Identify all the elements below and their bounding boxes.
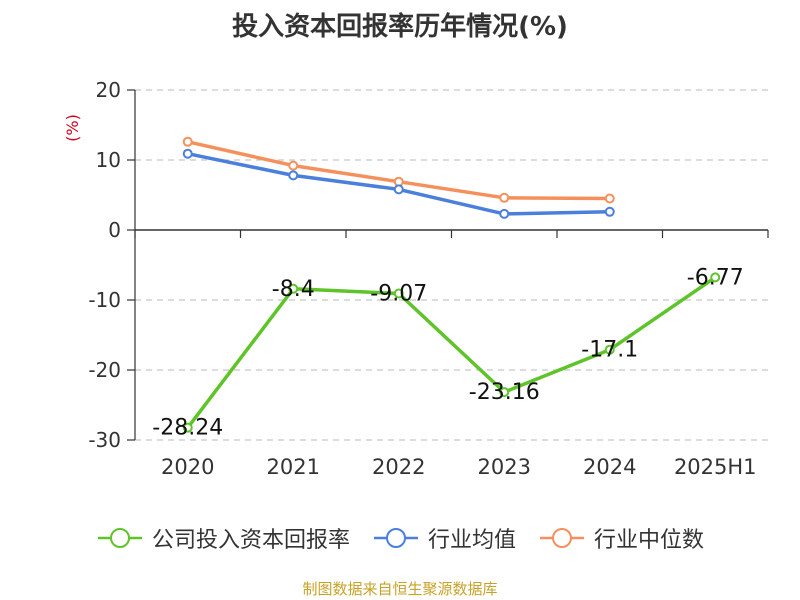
data-point	[182, 148, 193, 159]
x-tick-label: 2020	[161, 455, 214, 479]
series-lines	[182, 136, 721, 433]
source-note: 制图数据来自恒生聚源数据库	[302, 580, 498, 598]
data-point	[288, 283, 299, 294]
data-point	[604, 193, 615, 204]
data-point	[393, 288, 404, 299]
data-label: -6.77	[687, 265, 744, 290]
legend-item[interactable]: 行业中位数	[538, 522, 704, 554]
legend-label: 行业中位数	[594, 528, 705, 553]
y-tick-label: 10	[96, 148, 121, 172]
data-point	[499, 208, 510, 219]
x-tick-label: 2022	[372, 455, 425, 479]
data-point	[710, 272, 721, 283]
data-labels: -28.24 -8.4 -9.07 -23.16 -17.1 -6.77	[152, 265, 743, 440]
series-line	[186, 275, 717, 429]
legend-swatch	[540, 528, 584, 548]
data-point	[499, 192, 510, 203]
data-point	[182, 136, 193, 147]
data-point	[604, 206, 615, 217]
data-point	[499, 387, 510, 398]
data-point	[393, 184, 404, 195]
line-chart: 20 10 0 -10 -20 -30 2020 2021 2022 2023 2024 2025H1…	[63, 78, 769, 479]
axes: 20 10 0 -10 -20 -30 2020 2021 2022 2023 2024 2025H1…	[63, 78, 769, 479]
y-tick-label: -20	[88, 358, 121, 382]
data-point	[288, 160, 299, 171]
y-axis-label: (%)	[63, 114, 82, 142]
y-tick-label: -30	[88, 428, 121, 452]
y-tick-label: -10	[88, 288, 121, 312]
data-point	[288, 170, 299, 181]
legend-item[interactable]: 行业均值	[372, 522, 516, 554]
grid-lines	[135, 89, 768, 441]
x-tick-label: 2024	[583, 455, 636, 479]
chart-title: 投入资本回报率历年情况(%)	[232, 12, 568, 42]
data-label: -23.16	[469, 380, 540, 405]
legend-label: 公司投入资本回报率	[151, 528, 350, 553]
data-label: -9.07	[370, 281, 427, 306]
data-label: -28.24	[152, 416, 223, 441]
legend-label: 行业均值	[427, 528, 516, 553]
data-label: -17.1	[581, 338, 638, 363]
data-point	[604, 344, 615, 355]
x-tick-label: 2025H1	[674, 455, 757, 479]
legend-swatch	[97, 528, 142, 548]
legend-item[interactable]: 公司投入资本回报率	[96, 522, 350, 554]
data-point	[182, 422, 193, 433]
chart-legend: 公司投入资本回报率 行业均值 行业中位数	[0, 520, 800, 556]
y-tick-label: 20	[96, 78, 121, 102]
x-tick-label: 2023	[478, 455, 531, 479]
x-tick-label: 2021	[267, 455, 320, 479]
data-label: -8.4	[272, 277, 315, 302]
legend-swatch	[373, 528, 418, 548]
y-tick-label: 0	[108, 218, 121, 242]
